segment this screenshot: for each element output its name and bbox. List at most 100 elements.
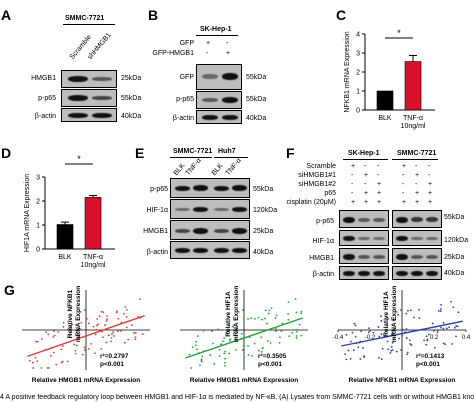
panel-e-row-label-3: HMGB1 <box>143 228 168 235</box>
scatter-point <box>106 318 108 320</box>
panel-f-condition-label: p65 <box>324 190 336 197</box>
panel-f-kda-4: 40kDa <box>444 270 465 277</box>
scatter-point <box>134 331 137 334</box>
panel-e-kda-2: 120kDa <box>253 207 278 214</box>
x-axis-label: Relative HMGB1 mRNA Expression <box>190 377 299 384</box>
x-tick-label: TNF-α <box>403 115 423 122</box>
panel-f-kda-3: 25kDa <box>444 254 465 261</box>
scatter-point <box>124 306 127 308</box>
panel-e-cell-line-2: Huh7 <box>218 148 236 155</box>
bar <box>376 90 394 111</box>
panel-b-blot-actin <box>196 110 242 124</box>
panel-e-lane-4: TNF-α <box>224 157 243 177</box>
scatter-point <box>386 340 389 343</box>
panel-f-sign: + <box>377 199 382 206</box>
y-axis-label: mRNA Expression <box>233 286 240 342</box>
scatter-point <box>196 348 199 351</box>
scatter-point <box>380 320 383 322</box>
scatter-point <box>448 326 451 329</box>
scatter-point <box>354 324 357 327</box>
scatter-point <box>134 338 137 341</box>
scatter-point <box>111 333 113 336</box>
scatter-point <box>96 318 99 320</box>
x-tick-label: -0.4 <box>333 335 344 341</box>
panel-f-blot-pp65-right <box>392 210 442 228</box>
scatter-point <box>406 353 408 356</box>
scatter-point <box>268 309 271 312</box>
scatter-point <box>34 356 37 359</box>
scatter-point <box>229 338 232 341</box>
scatter-point <box>298 323 301 326</box>
panel-b-condition-1: GFP <box>179 40 194 47</box>
panel-label-g: G <box>4 282 15 298</box>
scatter-point <box>353 322 356 325</box>
scatter-point <box>439 308 442 310</box>
scatter-point <box>36 360 39 363</box>
scatter-point <box>437 310 440 312</box>
scatter-point <box>227 330 230 333</box>
scatter-point <box>196 335 199 337</box>
panel-e-kda-4: 40kDa <box>253 249 274 256</box>
scatter-point <box>406 351 409 354</box>
scatter-point <box>264 317 266 320</box>
scatter-point <box>456 325 459 328</box>
scatter-point <box>423 339 425 342</box>
scatter-point <box>274 317 277 319</box>
scatter-point <box>40 367 43 369</box>
scatter-point <box>280 330 283 333</box>
scatter-point <box>220 343 222 346</box>
scatter-point <box>418 317 421 319</box>
scatter-point <box>113 335 115 337</box>
panel-b-row-label-3: β-actin <box>172 115 194 122</box>
panel-f-cell-line-2: SMMC-7721 <box>397 150 437 157</box>
scatter-point <box>68 326 71 329</box>
panel-f-sign: + <box>351 199 356 206</box>
scatter-point <box>352 349 355 352</box>
scatter-point <box>300 334 303 337</box>
scatter-point <box>387 348 389 351</box>
scatter-point <box>61 360 64 363</box>
scatter-point <box>296 328 298 331</box>
panel-f-sign: - <box>364 163 367 170</box>
scatter-point <box>94 333 97 336</box>
scatter-point <box>279 336 281 339</box>
panel-f-underline-1 <box>343 159 388 160</box>
scatter-point <box>218 355 221 357</box>
scatter-point <box>102 336 104 339</box>
y-tick-label: 3 <box>36 175 40 182</box>
scatter-point <box>202 329 205 332</box>
scatter-point <box>267 340 269 342</box>
scatter-point <box>437 329 439 332</box>
significance-star: * <box>77 154 81 164</box>
scatter-point <box>260 350 263 353</box>
panel-e-kda-1: 55kDa <box>253 186 274 193</box>
scatter-point <box>199 364 201 367</box>
scatter-point <box>235 348 237 351</box>
scatter-point <box>53 334 56 337</box>
scatter-point <box>212 342 214 345</box>
scatter-point <box>94 352 96 355</box>
panel-label-d: D <box>1 145 12 161</box>
scatter-point <box>360 330 363 333</box>
scatter-point <box>264 309 267 312</box>
scatter-point <box>425 343 428 346</box>
panel-a-row-label-1: HMGB1 <box>31 75 56 82</box>
panel-a-row-label-2: p-p65 <box>38 95 56 102</box>
scatter-point <box>225 331 228 334</box>
bar <box>404 61 422 111</box>
panel-f-sign: + <box>351 163 356 170</box>
panel-e-row-label-1: p-p65 <box>150 186 168 193</box>
scatter-point <box>32 367 35 369</box>
scatter-point <box>345 358 348 361</box>
x-axis-label: Relative NFKB1 mRNA Expression <box>349 377 456 384</box>
x-tick-label: 0.2 <box>430 335 439 341</box>
scatter-point <box>228 339 231 342</box>
scatter-point <box>243 345 246 348</box>
scatter-point <box>100 310 103 313</box>
scatter-point <box>262 347 264 349</box>
x-tick-label: 10ng/ml <box>401 123 426 130</box>
scatter-point <box>228 352 231 355</box>
scatter-point <box>62 321 65 324</box>
panel-f-sign: + <box>377 181 382 188</box>
